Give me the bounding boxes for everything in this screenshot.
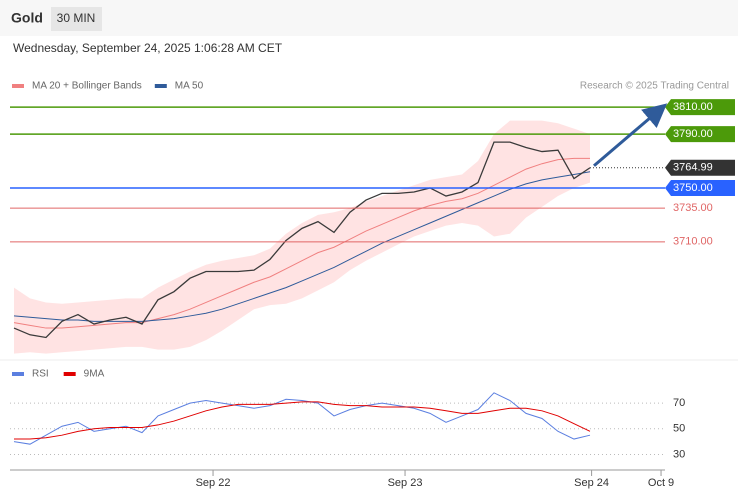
title: Gold bbox=[11, 10, 43, 26]
level-label: 3735.00 bbox=[673, 202, 713, 214]
level-label-box bbox=[665, 179, 735, 196]
level-label: 3750.00 bbox=[673, 182, 713, 194]
rsi-line bbox=[13, 392, 591, 445]
interval-box[interactable] bbox=[51, 7, 102, 31]
level-label: 3790.00 bbox=[673, 128, 713, 140]
rsi-line bbox=[14, 401, 591, 440]
legend-swatch bbox=[12, 372, 24, 376]
level-label-box bbox=[665, 159, 735, 176]
legend-swatch bbox=[12, 84, 24, 88]
header-bar bbox=[0, 0, 738, 36]
level-label: 3764.99 bbox=[673, 162, 713, 174]
forecast-arrow bbox=[593, 103, 668, 167]
y-tick-label: 50 bbox=[673, 423, 685, 435]
y-tick-label: 70 bbox=[673, 397, 685, 409]
y-tick-label: 30 bbox=[673, 448, 685, 460]
x-tick-label: Sep 22 bbox=[196, 477, 231, 489]
price-plot bbox=[13, 120, 591, 354]
x-tick-label: Sep 24 bbox=[574, 477, 609, 489]
x-tick-label: Oct 9 bbox=[648, 477, 674, 489]
level-label-box bbox=[665, 99, 735, 116]
bollinger-band bbox=[14, 120, 590, 354]
ma-line bbox=[13, 171, 591, 322]
credit: Research © 2025 Trading Central bbox=[580, 81, 729, 92]
legend-label: RSI bbox=[32, 369, 49, 380]
interval[interactable]: 30 MIN bbox=[57, 11, 96, 25]
legend-label: MA 50 bbox=[175, 81, 204, 92]
price-line bbox=[13, 141, 591, 339]
date: Wednesday, September 24, 2025 1:06:28 AM… bbox=[13, 41, 283, 55]
legend-swatch bbox=[154, 84, 167, 88]
x-tick-label: Sep 23 bbox=[388, 477, 423, 489]
legend-swatch bbox=[63, 372, 76, 376]
level-label: 3710.00 bbox=[673, 236, 713, 248]
legend-label: 9MA bbox=[84, 369, 105, 380]
ma-line bbox=[13, 157, 590, 329]
level-label-box bbox=[665, 126, 735, 143]
legend-label: MA 20 + Bollinger Bands bbox=[32, 81, 142, 92]
level-label: 3810.00 bbox=[673, 101, 713, 113]
